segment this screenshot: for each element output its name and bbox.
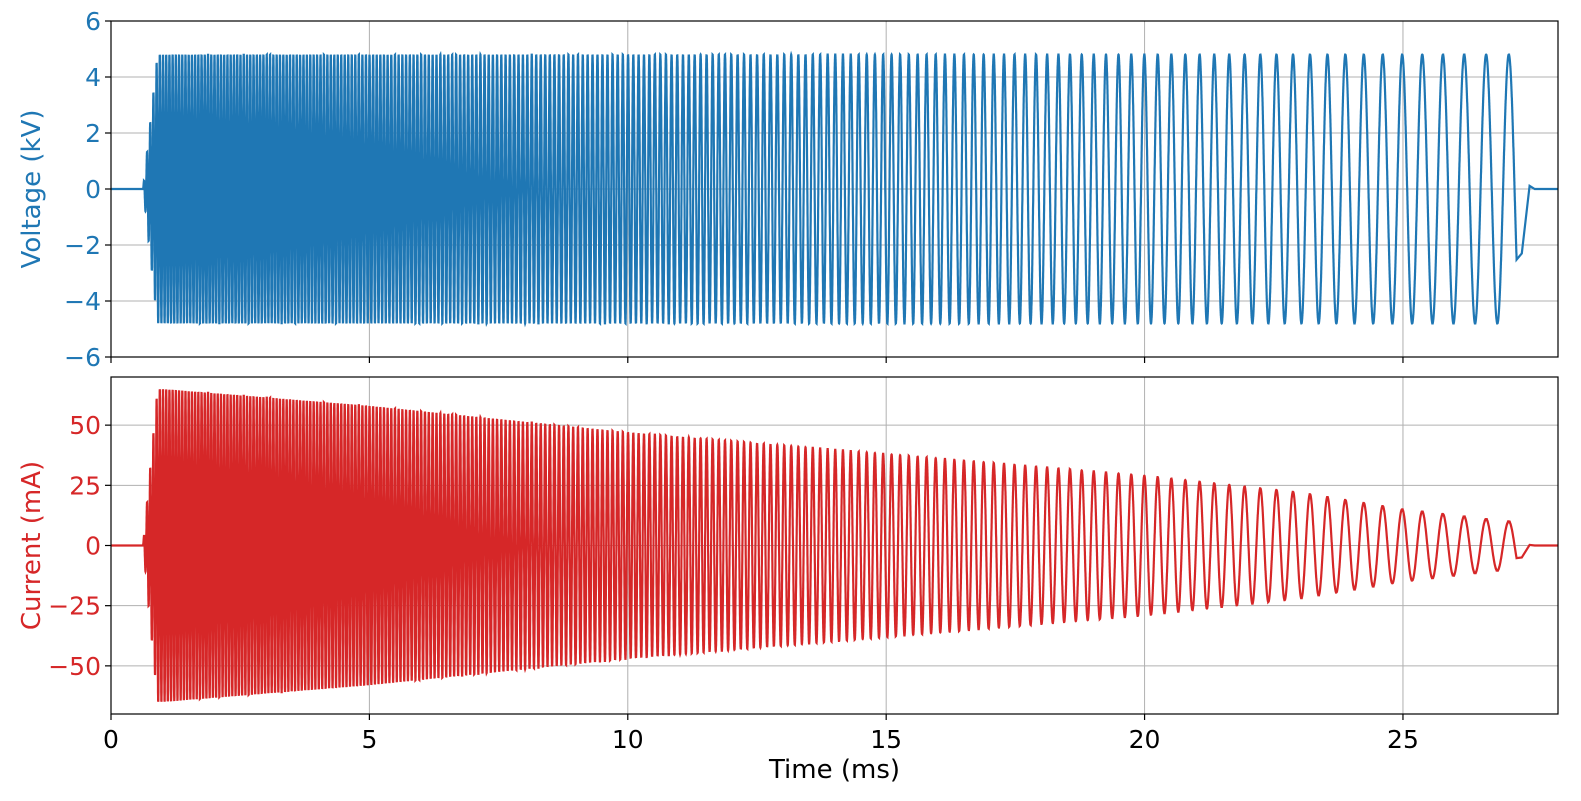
y-tick-label: 0 (85, 175, 101, 204)
y-tick-label: 0 (85, 532, 101, 561)
x-tick-label: 0 (103, 725, 119, 754)
x-tick-label: 25 (1387, 725, 1419, 754)
y-tick-label: −25 (48, 592, 101, 621)
time-axis-label: Time (ms) (768, 755, 900, 785)
voltage-panel: −6 −4 −2 0 2 4 6 Voltage (kV) (17, 7, 1559, 372)
x-tick-label: 10 (612, 725, 644, 754)
voltage-ticks: −6 −4 −2 0 2 4 6 (64, 7, 1404, 372)
y-tick-label: 50 (69, 411, 101, 440)
y-tick-label: −4 (64, 287, 101, 316)
current-series-line (111, 389, 1558, 702)
voltage-axis-label: Voltage (kV) (17, 110, 47, 269)
x-tick-label: 20 (1129, 725, 1161, 754)
current-axis-label: Current (mA) (17, 461, 47, 630)
y-tick-label: −50 (48, 652, 101, 681)
x-tick-label: 15 (870, 725, 902, 754)
y-tick-label: −6 (64, 343, 101, 372)
x-tick-label: 5 (361, 725, 377, 754)
y-tick-label: 4 (85, 63, 101, 92)
current-ticks: 0 5 10 15 20 25 −50 −25 0 25 50 (48, 411, 1419, 754)
y-tick-label: 25 (69, 471, 101, 500)
current-panel: 0 5 10 15 20 25 −50 −25 0 25 50 Current (mA) Time … (17, 376, 1559, 785)
y-tick-label: 2 (85, 119, 101, 148)
y-tick-label: 6 (85, 7, 101, 36)
y-tick-label: −2 (64, 231, 101, 260)
voltage-series-line (111, 50, 1558, 328)
